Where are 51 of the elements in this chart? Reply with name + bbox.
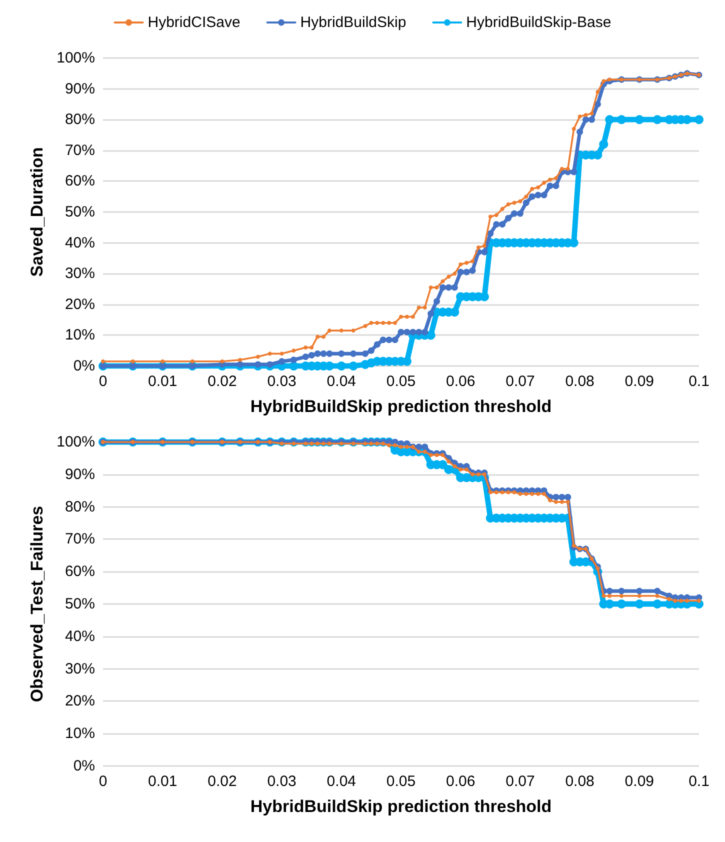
y-tick-label: 60% bbox=[64, 563, 95, 580]
x-tick-label: 0.07 bbox=[506, 773, 535, 790]
legend-label: HybridBuildSkip-Base bbox=[466, 14, 612, 31]
y-tick-label: 0% bbox=[73, 758, 95, 774]
y-tick-label: 10% bbox=[64, 326, 95, 344]
x-tick-label: 0.03 bbox=[267, 773, 296, 790]
x-tick-label: 0.01 bbox=[148, 373, 178, 390]
x-tick-label: 0.03 bbox=[267, 373, 296, 390]
y-tick-label: 100% bbox=[56, 50, 95, 66]
x-tick-label: 0.09 bbox=[624, 373, 654, 390]
y-tick-label: 70% bbox=[64, 142, 95, 159]
x-tick-label: 0.04 bbox=[326, 773, 356, 790]
x-tick-label: 0.02 bbox=[208, 773, 237, 790]
x-tick-label: 0 bbox=[98, 373, 108, 390]
y-tick-label: 80% bbox=[64, 111, 95, 128]
y-tick-label: 90% bbox=[64, 80, 95, 98]
x-tick-label: 0.08 bbox=[565, 373, 594, 390]
x-tick-label: 0.04 bbox=[326, 373, 356, 390]
y-tick-label: 50% bbox=[64, 596, 95, 612]
x-tick-label: 0.02 bbox=[208, 373, 237, 390]
y-tick-label: 90% bbox=[64, 466, 95, 483]
y-tick-label: 40% bbox=[64, 628, 95, 645]
x-tick-label: 0 bbox=[98, 773, 108, 790]
y-tick-label: 70% bbox=[64, 530, 95, 548]
y-tick-label: 30% bbox=[64, 660, 95, 678]
y-axis-title: Saved_Duration bbox=[28, 147, 47, 277]
y-tick-label: 40% bbox=[64, 234, 95, 252]
x-tick-label: 0.1 bbox=[688, 773, 710, 790]
x-tick-label: 0.05 bbox=[386, 373, 416, 390]
y-tick-label: 60% bbox=[64, 172, 95, 190]
y-axis-title: Observed_Test_Failures bbox=[28, 506, 47, 702]
y-tick-label: 20% bbox=[64, 296, 95, 313]
x-tick-label: 0.06 bbox=[446, 773, 476, 790]
x-tick-label: 0.01 bbox=[148, 773, 178, 790]
y-tick-label: 80% bbox=[64, 498, 95, 516]
y-tick-label: 30% bbox=[64, 265, 95, 282]
x-tick-label: 0.1 bbox=[688, 373, 710, 390]
x-tick-label: 0.05 bbox=[386, 773, 416, 790]
x-tick-label: 0.08 bbox=[565, 773, 594, 790]
y-tick-label: 50% bbox=[64, 204, 95, 220]
x-axis-title: HybridBuildSkip prediction threshold bbox=[250, 397, 552, 416]
y-tick-label: 100% bbox=[56, 434, 95, 450]
y-tick-label: 10% bbox=[64, 725, 95, 742]
x-axis-title: HybridBuildSkip prediction threshold bbox=[250, 797, 552, 816]
x-tick-label: 0.07 bbox=[506, 373, 535, 390]
legend-label: HybridCISave bbox=[148, 14, 240, 31]
y-tick-label: 0% bbox=[73, 358, 95, 374]
legend-label: HybridBuildSkip bbox=[300, 14, 406, 31]
y-tick-label: 20% bbox=[64, 692, 95, 710]
x-tick-label: 0.09 bbox=[624, 773, 654, 790]
x-tick-label: 0.06 bbox=[446, 373, 476, 390]
